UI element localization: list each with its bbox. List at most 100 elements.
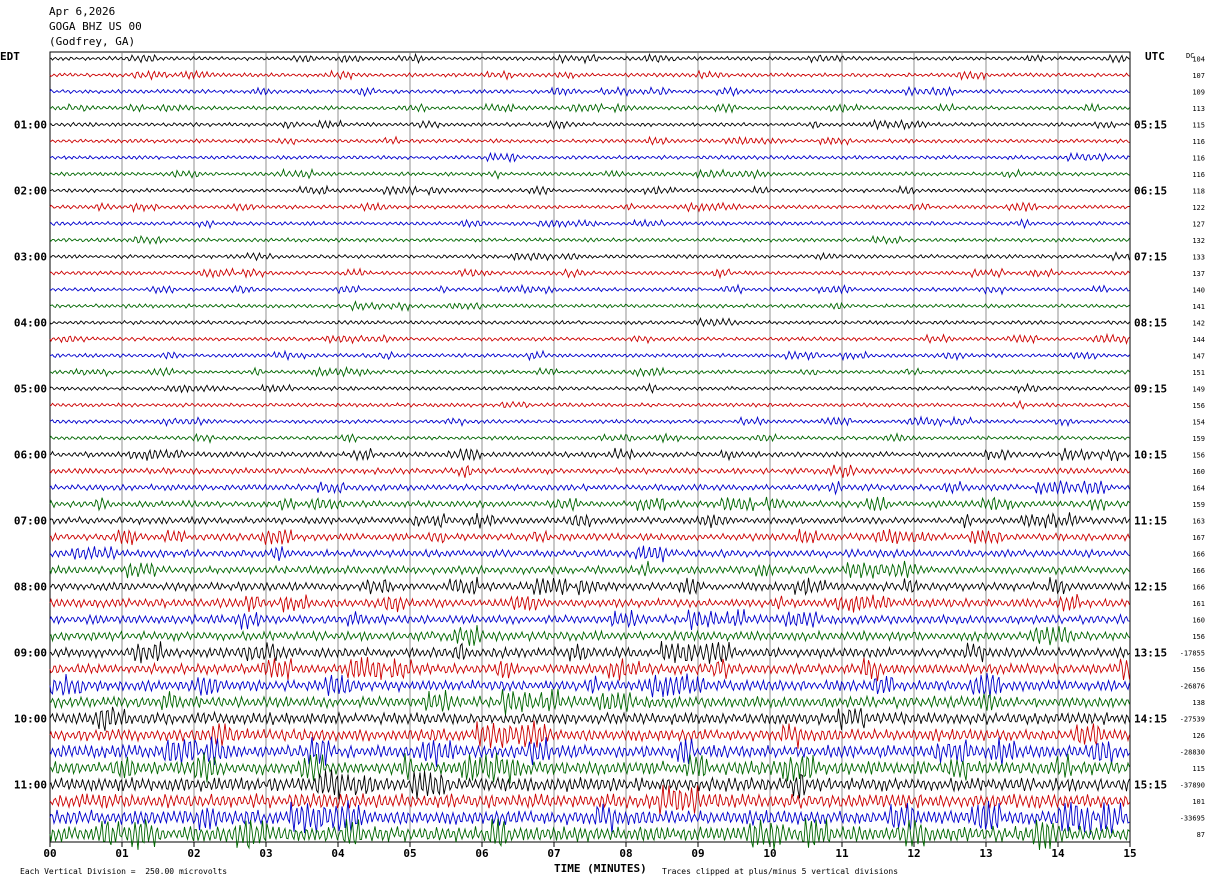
dc-offset-label: 166	[1192, 584, 1205, 592]
trace-line	[49, 464, 1130, 478]
trace-line	[49, 817, 1130, 850]
x-tick-label: 02	[187, 847, 200, 860]
trace-line	[49, 382, 1130, 395]
left-hour-label: 09:00	[14, 647, 47, 660]
dc-offset-label: 154	[1192, 419, 1205, 427]
dc-offset-label: 164	[1192, 485, 1205, 493]
trace-line	[49, 365, 1130, 378]
dc-offset-label: 167	[1192, 534, 1205, 542]
trace-line	[49, 234, 1130, 245]
plot-frame	[49, 51, 1131, 843]
x-tick-label: 03	[259, 847, 272, 860]
x-tick-label: 10	[763, 847, 776, 860]
header-station: GOGA BHZ US 00	[49, 20, 142, 33]
dc-offset-label: 142	[1192, 320, 1205, 328]
trace-line	[49, 52, 1130, 65]
trace-line	[49, 625, 1130, 646]
trace-line	[49, 720, 1130, 749]
right-hour-label: 08:15	[1134, 317, 1167, 330]
dc-offset-label: -28830	[1180, 749, 1205, 757]
scale-note: Each Vertical Division = 250.00 microvol…	[20, 867, 228, 876]
seismic-traces	[49, 52, 1130, 850]
trace-line	[49, 267, 1130, 280]
left-hour-label: 08:00	[14, 581, 47, 594]
dc-offset-label: 156	[1192, 402, 1205, 410]
trace-line	[49, 784, 1130, 816]
left-hour-label: 11:00	[14, 779, 47, 792]
dc-offset-label: 101	[1192, 798, 1205, 806]
trace-line	[49, 118, 1130, 131]
dc-offset-label: 118	[1192, 188, 1205, 196]
header-location: (Godfrey, GA)	[49, 35, 136, 48]
trace-line	[49, 135, 1130, 146]
dc-offset-label: 127	[1192, 221, 1205, 229]
trace-line	[49, 576, 1130, 596]
trace-line	[49, 283, 1130, 296]
x-tick-label: 08	[619, 847, 632, 860]
dc-offset-label: 122	[1192, 204, 1205, 212]
trace-line	[49, 432, 1130, 444]
dc-offset-label: 156	[1192, 633, 1205, 641]
trace-line	[49, 528, 1130, 546]
trace-line	[49, 300, 1130, 312]
dc-offset-label: 126	[1192, 732, 1205, 740]
dc-offset-label: -33695	[1180, 815, 1205, 823]
left-hour-label: 02:00	[14, 185, 47, 198]
dc-offset-label: 138	[1192, 699, 1205, 707]
trace-line	[49, 769, 1130, 800]
axis-labels: EDT UTC DC 00 01 02 03 04 05 06 07 08 09 10 11 12 13 1…	[0, 50, 1205, 860]
dc-offset-label: 115	[1192, 122, 1205, 130]
dc-offset-label: 132	[1192, 237, 1205, 245]
dc-offset-label: 133	[1192, 254, 1205, 262]
trace-line	[49, 447, 1130, 462]
trace-line	[49, 480, 1130, 496]
header-date: Apr 6,2026	[49, 5, 116, 18]
trace-line	[49, 706, 1130, 731]
right-hour-label: 10:15	[1134, 449, 1167, 462]
x-tick-label: 11	[835, 847, 849, 860]
dc-offset-label: 156	[1192, 666, 1205, 674]
x-tick-label: 12	[907, 847, 920, 860]
dc-label: DC	[1186, 52, 1194, 60]
left-hour-label: 10:00	[14, 713, 47, 726]
right-hour-label: 11:15	[1134, 515, 1167, 528]
right-hour-label: 15:15	[1134, 779, 1167, 792]
left-hour-label: 03:00	[14, 251, 47, 264]
left-hour-label: 07:00	[14, 515, 47, 528]
dc-offset-label: 160	[1192, 617, 1205, 625]
left-hour-label: 05:00	[14, 383, 47, 396]
dc-offset-label: 113	[1192, 105, 1205, 113]
x-tick-label: 14	[1051, 847, 1065, 860]
trace-line	[49, 800, 1130, 835]
dc-offset-label: 149	[1192, 386, 1205, 394]
trace-line	[49, 673, 1130, 699]
dc-offset-label: 87	[1197, 831, 1205, 839]
trace-line	[49, 151, 1130, 164]
dc-offset-label: 107	[1192, 72, 1205, 80]
trace-line	[49, 316, 1130, 328]
dc-offset-label: 116	[1192, 171, 1205, 179]
right-timezone-label: UTC	[1145, 50, 1165, 63]
dc-offset-label: -27539	[1180, 716, 1205, 724]
dc-offset-label: 147	[1192, 353, 1205, 361]
x-tick-label: 13	[979, 847, 992, 860]
right-hour-label: 13:15	[1134, 647, 1167, 660]
dc-offset-label: 159	[1192, 501, 1205, 509]
dc-offset-label: -17855	[1180, 650, 1205, 658]
left-hour-label: 06:00	[14, 449, 47, 462]
trace-line	[49, 545, 1130, 563]
trace-line	[49, 496, 1130, 513]
trace-line	[49, 251, 1130, 262]
x-axis-title: TIME (MINUTES)	[554, 862, 647, 875]
grid	[49, 51, 1131, 847]
dc-offset-label: 144	[1192, 336, 1205, 344]
trace-line	[49, 167, 1130, 180]
dc-offset-label: 109	[1192, 89, 1205, 97]
dc-offset-label: 116	[1192, 155, 1205, 163]
x-tick-label: 05	[403, 847, 416, 860]
x-tick-label: 04	[331, 847, 345, 860]
dc-offset-label: 151	[1192, 369, 1205, 377]
dc-offset-label: -37890	[1180, 782, 1205, 790]
trace-line	[49, 102, 1130, 114]
